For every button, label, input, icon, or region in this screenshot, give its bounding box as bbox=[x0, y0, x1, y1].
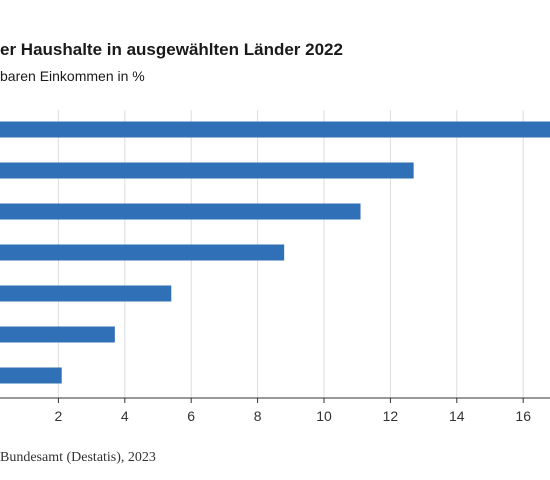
x-tick-label: 8 bbox=[254, 408, 262, 424]
x-tick-label: 16 bbox=[515, 408, 531, 424]
x-tick-label: 6 bbox=[187, 408, 195, 424]
bar bbox=[0, 162, 414, 179]
bar bbox=[0, 244, 285, 261]
bar bbox=[0, 121, 550, 138]
gridlines bbox=[57, 110, 524, 398]
bars bbox=[0, 121, 550, 384]
x-tick-label: 10 bbox=[316, 408, 332, 424]
chart-subtitle: baren Einkommen in % bbox=[0, 68, 145, 84]
x-tick-label: 2 bbox=[55, 408, 63, 424]
x-tick-labels: 2 4 6 8 10 12 14 16 bbox=[55, 398, 531, 424]
x-tick-label: 12 bbox=[383, 408, 399, 424]
bar bbox=[0, 203, 361, 220]
bar bbox=[0, 326, 115, 343]
bar bbox=[0, 367, 62, 384]
source-note: Bundesamt (Destatis), 2023 bbox=[0, 450, 156, 465]
x-tick-label: 4 bbox=[121, 408, 129, 424]
x-tick-label: 14 bbox=[449, 408, 465, 424]
bar bbox=[0, 285, 172, 302]
chart-title: er Haushalte in ausgewählten Länder 2022 bbox=[0, 40, 343, 59]
